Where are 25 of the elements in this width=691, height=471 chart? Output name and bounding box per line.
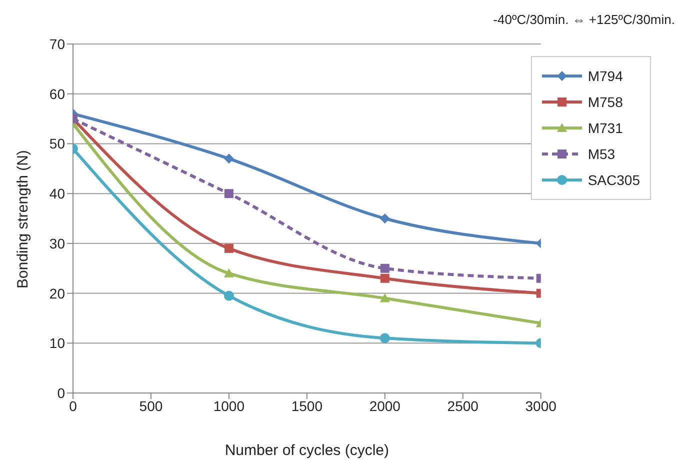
y-tick-label: 60 <box>49 86 66 102</box>
y-tick-label: 30 <box>49 235 66 252</box>
y-tick-label: 40 <box>49 186 66 202</box>
text: -40ºC/30min. ⇔ +125ºC/30min. <box>493 12 675 27</box>
y-tick-label: 10 <box>49 335 66 352</box>
point <box>224 244 234 253</box>
legend-label: M731 <box>588 119 623 138</box>
y-tick-label: 70 <box>49 36 66 52</box>
x-tick-label: 500 <box>139 398 163 414</box>
legend-label: SAC305 <box>588 171 640 190</box>
x-tick-label: 2000 <box>369 398 401 414</box>
x-tick-label: 0 <box>69 398 78 414</box>
y-tick-label: 0 <box>57 384 66 401</box>
y-axis-title: Bonding strength (N) <box>14 150 32 288</box>
x-tick-label: 1500 <box>291 398 323 414</box>
x-tick-label: 1000 <box>213 398 245 414</box>
y-tick-label: 50 <box>49 136 66 152</box>
y-tick-label: 20 <box>49 285 66 302</box>
legend-label: M758 <box>588 93 623 112</box>
legend-label: M794 <box>588 67 623 86</box>
x-tick-label: 3000 <box>525 398 557 414</box>
x-axis-title: Number of cycles (cycle) <box>224 442 390 459</box>
legend-label: M53 <box>588 145 616 164</box>
point <box>380 274 390 283</box>
x-tick-label: 2500 <box>447 398 479 414</box>
